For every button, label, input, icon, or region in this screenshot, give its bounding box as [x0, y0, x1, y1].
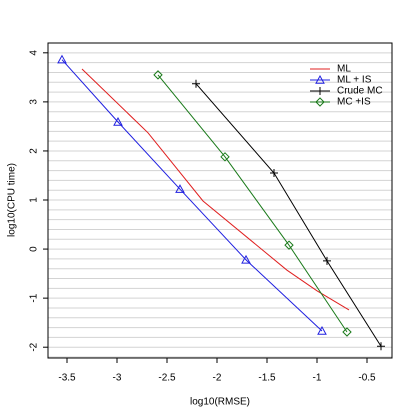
x-tick-label: -3.5 — [58, 373, 76, 384]
x-tick-label: -2.5 — [158, 373, 176, 384]
legend-label: Crude MC — [337, 86, 383, 97]
point — [342, 327, 352, 337]
x-tick-label: -3 — [113, 373, 122, 384]
y-tick-label: -2 — [29, 342, 40, 351]
series-line — [61, 59, 323, 332]
x-tick-label: -0.5 — [358, 373, 376, 384]
series-line — [157, 74, 348, 333]
point — [220, 152, 230, 162]
point — [175, 184, 185, 193]
legend-marker — [315, 74, 325, 84]
y-tick-label: 3 — [29, 99, 40, 105]
series-line — [81, 68, 350, 311]
y-tick-label: 2 — [29, 148, 40, 154]
point — [317, 325, 327, 335]
series-line — [195, 83, 382, 347]
legend-marker — [316, 87, 324, 95]
point — [284, 240, 294, 250]
point — [113, 116, 123, 126]
x-tick-label: -2 — [213, 373, 222, 384]
y-axis-title: log10(CPU time) — [7, 163, 18, 237]
point — [153, 70, 163, 80]
y-tick-label: 0 — [29, 246, 40, 252]
point — [323, 256, 331, 265]
point — [377, 342, 385, 351]
legend-label: MC +IS — [337, 97, 371, 108]
point — [57, 54, 67, 64]
x-axis-title: log10(RMSE) — [190, 397, 250, 408]
x-tick-label: -1 — [313, 373, 322, 384]
y-tick-label: -1 — [29, 293, 40, 302]
y-tick-label: 1 — [29, 197, 40, 203]
y-tick-label: 4 — [29, 50, 40, 56]
point — [241, 254, 251, 264]
point — [192, 79, 200, 88]
legend-label: ML + IS — [337, 75, 372, 86]
legend-label: ML — [337, 64, 351, 75]
point — [270, 169, 278, 178]
legend-marker — [315, 97, 325, 107]
x-tick-label: -1.5 — [258, 373, 276, 384]
